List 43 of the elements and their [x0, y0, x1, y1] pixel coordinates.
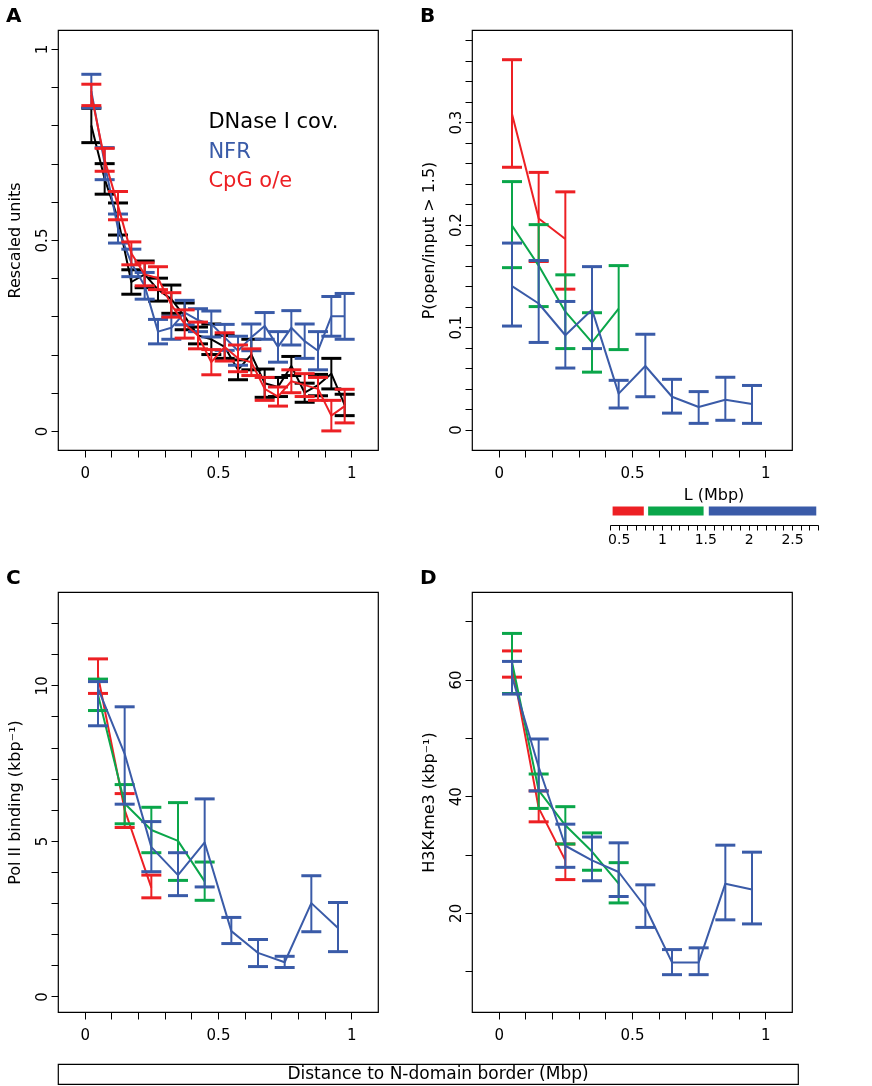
chart-title: L (Mbp): [683, 485, 745, 504]
y-tick-label: 0: [32, 992, 51, 1002]
x-tick-label: 1: [658, 530, 667, 547]
x-tick-label: 1.5: [694, 530, 717, 547]
x-tick-label: 1: [347, 463, 357, 482]
y-tick-label: 0: [446, 425, 465, 435]
y-axis-title: Rescaled units: [4, 182, 24, 299]
y-tick-label: 1: [32, 44, 51, 55]
x-tick-label: 1: [761, 1025, 771, 1044]
x-tick-label: 0.5: [620, 1025, 645, 1044]
x-tick-label: 0: [494, 1025, 504, 1044]
x-tick-label: 0.5: [620, 463, 645, 482]
chart-title: D: [420, 565, 437, 589]
y-tick-label: 20: [446, 903, 465, 923]
y-axis-title: H3K4me3 (kbp⁻¹): [418, 732, 438, 873]
y-axis-title: P(open/input > 1.5): [418, 161, 438, 320]
chart-title: B: [420, 3, 436, 27]
y-tick-label: 5: [32, 836, 51, 847]
x-tick-label: 2.5: [781, 530, 804, 547]
x-tick-label: 0: [80, 463, 90, 482]
y-tick-label: 0.3: [446, 110, 465, 135]
y-tick-label: 60: [446, 670, 465, 690]
y-tick-label: 40: [446, 787, 465, 807]
x-tick-label: 0.5: [608, 530, 631, 547]
x-axis-title: Distance to N-domain border (Mbp): [287, 1063, 589, 1083]
y-axis-title: Pol II binding (kbp⁻¹): [4, 720, 24, 885]
text: NFR: [208, 138, 251, 163]
y-tick-label: 0.5: [32, 228, 51, 253]
x-tick-label: 1: [761, 463, 771, 482]
y-tick-label: 0.2: [446, 213, 465, 238]
chart-title: A: [6, 3, 22, 27]
x-tick-label: 0: [80, 1025, 90, 1044]
x-tick-label: 0.5: [206, 1025, 231, 1044]
y-tick-label: 10: [32, 676, 51, 696]
y-tick-label: 0: [32, 426, 51, 437]
chart-title: C: [6, 565, 21, 589]
text: DNase I cov.: [208, 109, 339, 134]
text: CpG o/e: [208, 168, 293, 193]
x-tick-label: 1: [347, 1025, 357, 1044]
x-tick-label: 2: [744, 530, 754, 547]
x-tick-label: 0: [494, 463, 504, 482]
y-tick-label: 0.1: [446, 315, 465, 340]
x-tick-label: 0.5: [206, 463, 231, 482]
